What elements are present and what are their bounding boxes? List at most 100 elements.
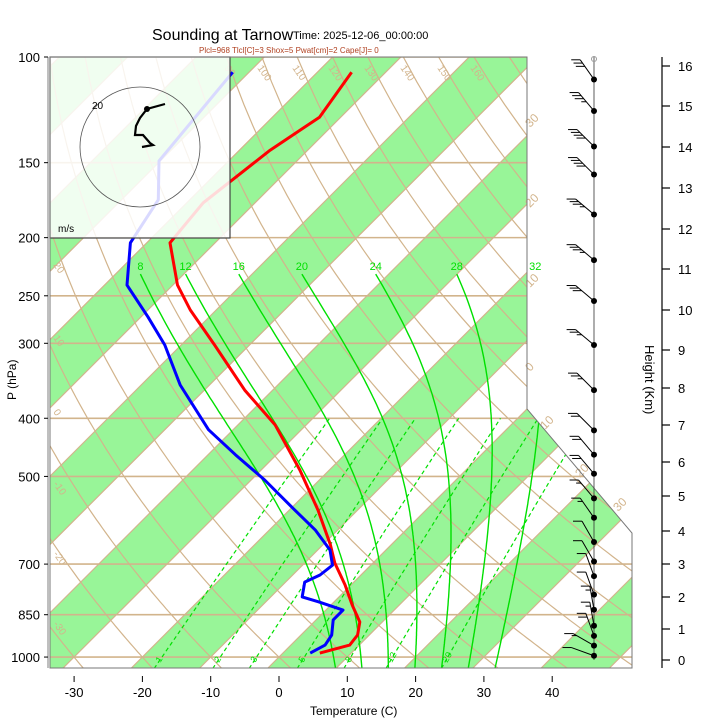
wind-barb: [578, 455, 595, 475]
x-tick-label: -10: [201, 685, 220, 700]
dry-adiabat-line: [50, 57, 155, 668]
isotherm-label: 30: [522, 111, 542, 131]
wind-level-dot: [591, 470, 597, 477]
height-tick-label: 4: [678, 524, 685, 539]
wind-level-dot: [591, 652, 597, 659]
x-tick-label: -20: [133, 685, 152, 700]
moist-adiabat-line: [456, 273, 493, 668]
wind-barb: [578, 435, 595, 456]
wind-level-dot: [591, 573, 597, 580]
height-axis-label: Height (Km): [642, 345, 657, 414]
wind-barb: [581, 520, 595, 543]
x-axis-label: Temperature (C): [310, 704, 397, 718]
height-tick-label: 10: [678, 303, 692, 318]
height-tick-label: 11: [678, 262, 692, 277]
x-tick-label: 20: [408, 685, 422, 700]
moist-adiabat-label: 12: [179, 261, 191, 273]
wind-level-dot: [591, 642, 597, 649]
height-tick-label: 8: [678, 381, 685, 396]
wind-level-dot: [591, 591, 597, 598]
wind-level-dot: [591, 107, 597, 114]
isotherm-label: 0: [522, 359, 537, 374]
dry-adiabat-line: [190, 57, 632, 668]
hodograph-trace: [133, 102, 166, 149]
y-tick-label: 300: [18, 336, 40, 351]
barb-top-marker: [591, 56, 597, 62]
guide-labels: 1235812208121620242832901001101201301401…: [51, 63, 630, 664]
mixing-ratio-label: 2: [212, 655, 223, 664]
mixing-ratio-line: [385, 417, 539, 668]
y-tick-label: 100: [18, 50, 40, 65]
mixing-ratio-label: 1: [153, 655, 164, 664]
dry-adiabat-label: 110: [290, 63, 308, 83]
height-tick-label: 9: [678, 343, 685, 358]
wind-level-dot: [591, 606, 597, 613]
isotherm-band: [131, 57, 632, 668]
wind-level-dot: [591, 622, 597, 629]
hodograph-ring-label: 20: [92, 101, 104, 112]
mixing-ratio-label: 5: [296, 655, 307, 664]
moist-adiabat-line: [375, 273, 452, 668]
wind-level-dot: [591, 171, 597, 178]
wind-level-dot: [591, 211, 597, 218]
wind-level-dot: [591, 257, 597, 264]
dry-adiabat-line: [50, 57, 293, 668]
dry-adiabat-label: 0: [51, 407, 63, 418]
isotherm-line: [609, 57, 632, 668]
x-tick-label: -30: [65, 685, 84, 700]
isotherm-band: [404, 57, 632, 668]
mixing-ratio-label: 20: [440, 650, 454, 664]
mixing-ratio-line: [296, 417, 460, 668]
height-tick-label: 13: [678, 181, 692, 196]
dry-adiabat-label: 140: [398, 63, 417, 83]
mixing-ratio-label: 12: [385, 650, 399, 664]
isotherm-line: [0, 40, 8, 668]
isotherm-band: [50, 57, 418, 668]
height-tick-label: 0: [678, 653, 685, 668]
isotherm-band: [50, 57, 632, 668]
wind-level-dot: [591, 387, 597, 394]
isotherm-band: [541, 57, 632, 668]
moist-adiabat-line: [184, 273, 363, 668]
x-tick-label: 30: [477, 685, 491, 700]
chart-indices: Plcl=968 Tlcl[C]=3 Shox=5 Pwat[cm]=2 Cap…: [199, 46, 379, 55]
wind-barbs: [562, 56, 597, 660]
dry-adiabat-line: [50, 57, 363, 668]
wind-barb: [585, 553, 595, 577]
wind-barb: [579, 497, 595, 519]
wind-level-dot: [591, 514, 597, 521]
wind-level-dot: [591, 297, 597, 304]
wind-level-dot: [591, 495, 597, 502]
height-tick-label: 6: [678, 455, 685, 470]
dry-adiabat-line: [119, 57, 570, 668]
y-tick-label: 850: [18, 608, 40, 623]
x-tick-label: 40: [545, 685, 559, 700]
wind-barb: [581, 540, 595, 562]
y-tick-label: 700: [18, 557, 40, 572]
height-tick-label: 14: [678, 140, 692, 155]
wind-barb: [578, 479, 595, 499]
isotherm-band: [50, 57, 555, 668]
wind-level-dot: [591, 451, 597, 458]
wind-level-dot: [591, 76, 597, 83]
height-tick-label: 12: [678, 222, 692, 237]
hodograph: 20 m/s: [49, 56, 231, 239]
y-tick-label: 200: [18, 231, 40, 246]
mixing-ratio-line: [212, 417, 384, 668]
dry-adiabat-line: [296, 57, 632, 668]
isotherm-line: [50, 57, 487, 668]
x-tick-label: 0: [275, 685, 282, 700]
height-tick-label: 7: [678, 418, 685, 433]
height-tick-label: 1: [678, 622, 685, 637]
dry-adiabat-line: [332, 57, 632, 668]
wind-barb: [585, 571, 595, 595]
y-tick-label: 500: [18, 469, 40, 484]
isotherm-line: [50, 57, 351, 668]
moist-adiabat-line: [139, 273, 337, 668]
y-tick-label: 250: [18, 289, 40, 304]
mixing-ratio-line: [248, 417, 416, 668]
chart-time: Time: 2025-12-06_00:00:00: [293, 30, 428, 42]
moist-adiabat-line: [301, 273, 418, 668]
